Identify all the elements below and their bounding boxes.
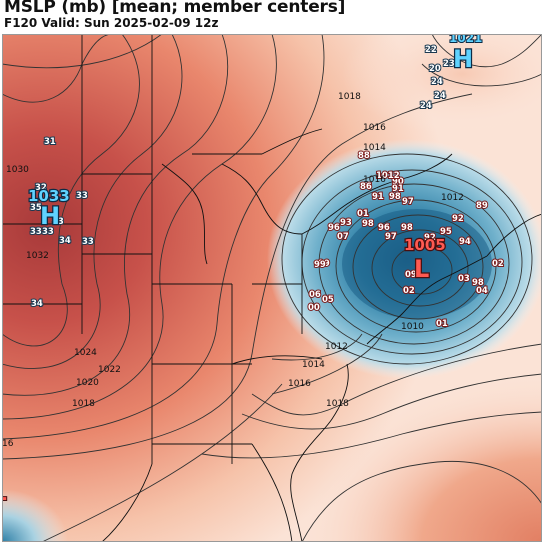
member-label: 05 (322, 295, 334, 305)
isobar-label: 1022 (98, 365, 121, 375)
member-label: 96 (378, 223, 390, 233)
member-label: 92 (424, 233, 436, 243)
member-label: 23 (443, 59, 455, 69)
member-label: 01 (357, 209, 369, 219)
isobar-label: 1014 (363, 143, 386, 153)
member-label: 33 (42, 227, 54, 237)
high-center-northeast: 1021 H (448, 34, 483, 74)
member-label: 07 (337, 232, 349, 242)
low-center-letter: L (2, 481, 7, 505)
member-label: 99 (318, 259, 330, 269)
header: MSLP (mb) [mean; member centers] F120 Va… (0, 0, 542, 34)
member-label: 88 (358, 151, 370, 161)
isobar-label: 1018 (326, 399, 349, 409)
member-label: 04 (476, 286, 488, 296)
member-label: 06 (309, 290, 321, 300)
low-center-southwest: L (2, 480, 8, 506)
member-label: 99 (314, 260, 326, 270)
low-center-atlantic: 1005 L (403, 235, 447, 285)
high-center-west: 1033 H (27, 186, 71, 232)
member-label: 01 (436, 319, 448, 329)
isobar-label: 1016 (363, 175, 386, 185)
member-label: 98 (389, 192, 401, 202)
member-label: 98 (362, 219, 374, 229)
pressure-map: 31 32 35 33 34 33 33 33 34 33 22 20 23 2… (2, 34, 542, 542)
member-label: 02 (403, 286, 415, 296)
low-core-shading (342, 209, 492, 319)
northeast-ridge-shading (342, 34, 542, 134)
member-label: 90 (392, 177, 404, 187)
member-label: 91 (392, 184, 404, 194)
isobar-label: 1030 (6, 165, 29, 175)
isobar-label: 1014 (302, 360, 325, 370)
geography-outlines (2, 34, 542, 542)
map-title: MSLP (mb) [mean; member centers] (4, 0, 346, 17)
isobar-label: 1032 (26, 251, 49, 261)
member-label: 97 (385, 232, 397, 242)
isobar-label: 1010 (401, 322, 424, 332)
member-label: 31 (44, 137, 56, 147)
member-label: 34 (59, 236, 71, 246)
isobar-label: 1012 (325, 342, 348, 352)
isobar-label: 1016 (288, 379, 311, 389)
member-label: 24 (431, 77, 443, 87)
member-label: 20 (429, 64, 441, 74)
member-label: 22 (425, 45, 437, 55)
member-label: 96 (328, 223, 340, 233)
member-label: 24 (434, 91, 446, 101)
southwest-low-shading (2, 454, 112, 542)
isobar-label: 1012 (441, 193, 464, 203)
high-center-letter: H (40, 202, 60, 230)
low-center-letter: L (414, 255, 429, 283)
member-label: 1012 (376, 171, 400, 181)
member-label: 94 (459, 237, 471, 247)
isobar-label: 16 (2, 439, 14, 449)
low-center-value: 1005 (404, 236, 446, 254)
member-label: 33 (52, 217, 64, 227)
member-label: 33 (82, 237, 94, 247)
member-label: 93 (340, 218, 352, 228)
member-label: 34 (31, 299, 43, 309)
member-label: 89 (476, 201, 488, 211)
member-label: 32 (35, 183, 47, 193)
isobar-label: 1020 (76, 378, 99, 388)
member-label: 00 (308, 303, 320, 313)
member-label: 33 (76, 191, 88, 201)
isobar-labels: 1030 1032 1024 1022 1020 1018 1016 1018 … (2, 92, 464, 449)
member-label: 92 (452, 214, 464, 224)
member-label: 09 (405, 270, 417, 280)
high-center-letter: H (453, 45, 473, 73)
member-label: 91 (372, 192, 384, 202)
high-member-labels: 31 32 35 33 34 33 33 33 34 33 22 20 23 2… (29, 44, 456, 310)
isobar-label: 1018 (338, 92, 361, 102)
member-label: 98 (401, 223, 413, 233)
member-label: 03 (458, 274, 470, 284)
member-label: 86 (360, 182, 372, 192)
low-member-labels: 88 86 90 91 98 93 96 01 07 98 97 96 99 1… (307, 150, 505, 330)
member-label: 97 (402, 197, 414, 207)
member-label: 33 (30, 227, 42, 237)
member-label: 98 (472, 278, 484, 288)
high-center-value: 1033 (28, 187, 70, 205)
valid-time: F120 Valid: Sun 2025-02-09 12z (4, 16, 219, 30)
member-label: 02 (492, 259, 504, 269)
member-label: 35 (30, 203, 42, 213)
isobar-label: 1018 (72, 399, 95, 409)
member-label: 95 (440, 227, 452, 237)
isobar-label: 1024 (74, 348, 97, 358)
member-label: 24 (420, 101, 432, 111)
isobar-label: 1016 (363, 123, 386, 133)
high-center-value: 1021 (449, 34, 482, 45)
